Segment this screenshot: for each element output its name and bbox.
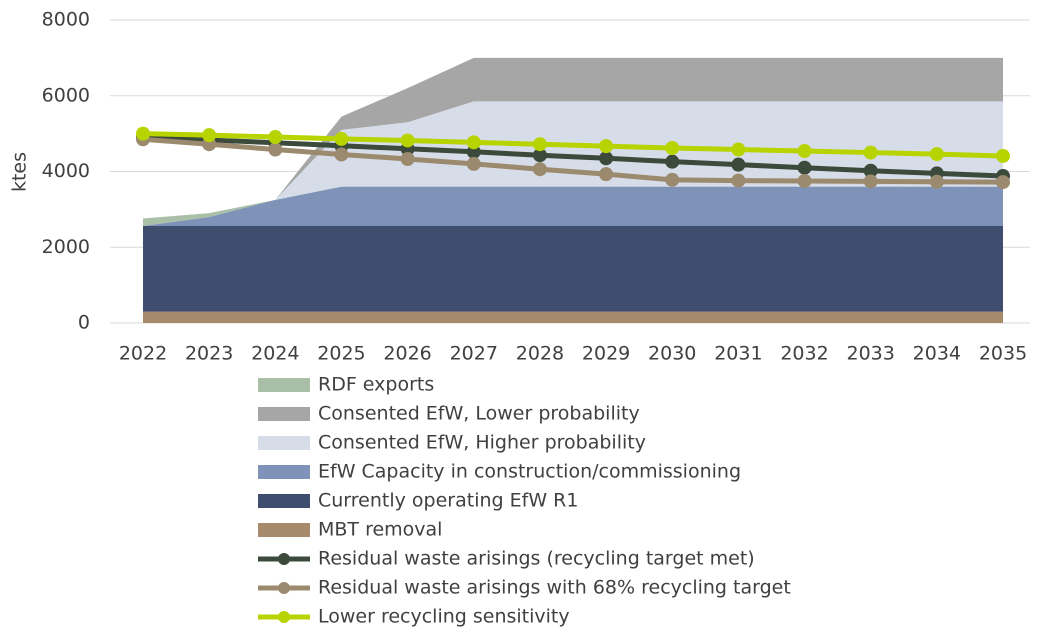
legend-swatch (258, 465, 310, 479)
legend-label: MBT removal (318, 519, 442, 541)
marker (334, 131, 349, 146)
marker (268, 142, 283, 157)
area (143, 101, 1003, 227)
marker (400, 133, 415, 148)
y-tick-label: 0 (78, 312, 90, 334)
x-tick-label: 2030 (648, 343, 696, 365)
y-tick-label: 2000 (42, 236, 90, 258)
marker (797, 144, 812, 159)
x-tick-label: 2022 (119, 343, 167, 365)
marker (929, 174, 944, 189)
x-tick-label: 2029 (582, 343, 630, 365)
x-tick-label: 2023 (185, 343, 233, 365)
x-tick-label: 2026 (383, 343, 431, 365)
marker (731, 157, 746, 172)
marker (731, 142, 746, 157)
legend-label: Consented EfW, Lower probability (318, 403, 640, 425)
marker (731, 173, 746, 188)
area (143, 186, 1003, 227)
marker (863, 174, 878, 189)
x-tick-label: 2028 (516, 343, 564, 365)
marker (268, 130, 283, 145)
marker (466, 135, 481, 150)
marker (863, 163, 878, 178)
x-tick-label: 2032 (780, 343, 828, 365)
x-tick-label: 2027 (450, 343, 498, 365)
line (142, 136, 1004, 185)
legend-swatch (258, 407, 310, 421)
marker (797, 160, 812, 175)
marker (996, 175, 1010, 190)
marker (665, 141, 680, 156)
marker (599, 167, 614, 182)
legend-swatch (258, 494, 310, 508)
marker (665, 154, 680, 169)
x-tick-label: 2033 (847, 343, 895, 365)
y-tick-label: 6000 (42, 84, 90, 106)
marker (400, 152, 415, 167)
x-tick-label: 2025 (317, 343, 365, 365)
legend-label: Consented EfW, Higher probability (318, 432, 646, 454)
y-tick-label: 8000 (42, 9, 90, 31)
marker (863, 145, 878, 160)
marker (599, 151, 614, 166)
y-tick-label: 4000 (42, 160, 90, 182)
legend-marker (278, 553, 290, 565)
legend-label: Lower recycling sensitivity (318, 606, 570, 628)
legend-swatch (258, 436, 310, 450)
marker (532, 148, 547, 163)
legend-swatch (258, 378, 310, 392)
marker (929, 147, 944, 162)
legend-label: RDF exports (318, 374, 434, 396)
legend-label: Currently operating EfW R1 (318, 490, 578, 512)
marker (202, 128, 217, 143)
marker (466, 156, 481, 171)
line (142, 131, 1004, 159)
area (143, 226, 1003, 312)
legend-marker (278, 582, 290, 594)
marker (136, 126, 150, 141)
marker (532, 137, 547, 152)
x-tick-label: 2035 (979, 343, 1027, 365)
marker (334, 147, 349, 162)
marker (665, 172, 680, 187)
marker (532, 162, 547, 177)
legend-label: Residual waste arisings (recycling targe… (318, 548, 755, 570)
y-axis-label: ktes (9, 152, 31, 192)
legend-swatch (258, 523, 310, 537)
area (143, 57, 1003, 227)
area (143, 311, 1003, 323)
x-tick-label: 2031 (714, 343, 762, 365)
legend-marker (278, 611, 290, 623)
area (143, 57, 1003, 227)
line (142, 134, 1004, 179)
x-tick-label: 2024 (251, 343, 299, 365)
x-tick-label: 2034 (913, 343, 961, 365)
legend-label: Residual waste arisings with 68% recycli… (318, 577, 791, 599)
legend-label: EfW Capacity in construction/commissioni… (318, 461, 741, 483)
marker (996, 148, 1010, 163)
marker (797, 173, 812, 188)
marker (599, 139, 614, 154)
